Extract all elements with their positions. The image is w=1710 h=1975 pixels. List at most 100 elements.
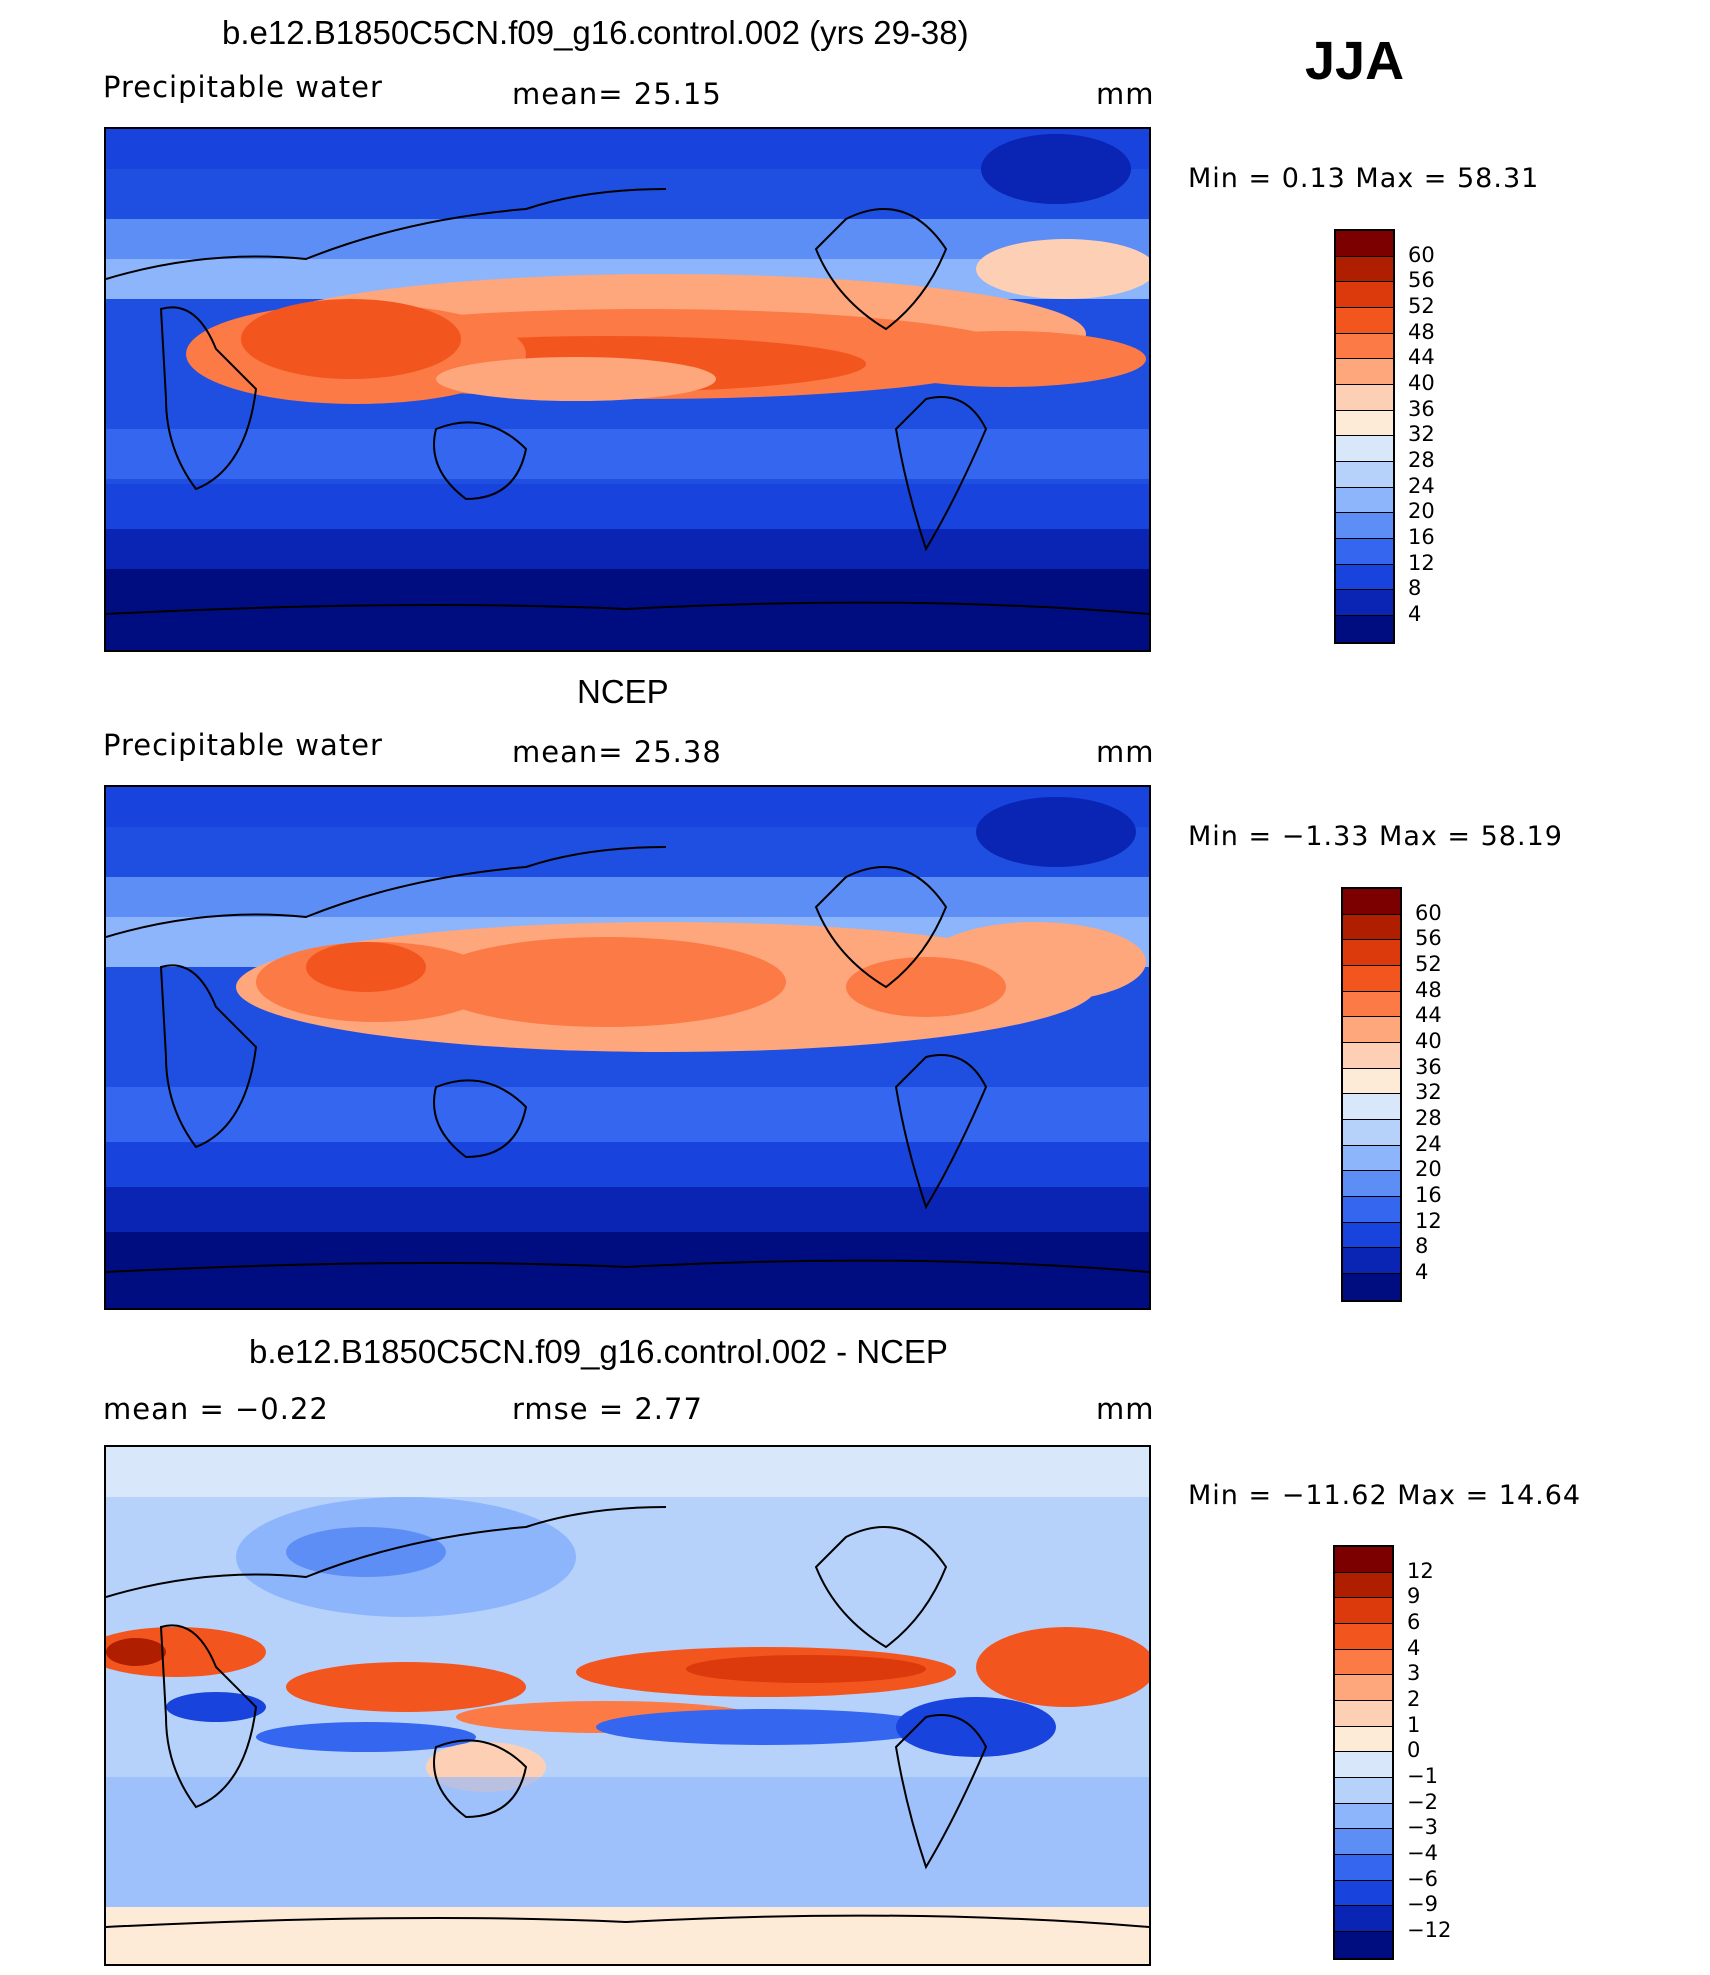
panel-2-map bbox=[104, 785, 1151, 1310]
colorbar-tick-label: 4 bbox=[1408, 602, 1422, 627]
panel-3-minmax: Min = −11.62 Max = 14.64 bbox=[1188, 1480, 1582, 1511]
colorbar-swatch bbox=[1335, 1700, 1392, 1727]
panel-1-field bbox=[106, 129, 1149, 650]
colorbar-tick-label: 4 bbox=[1407, 1635, 1421, 1660]
colorbar-swatch bbox=[1336, 564, 1393, 591]
colorbar-tick-label: 2 bbox=[1407, 1687, 1421, 1712]
colorbar-swatch bbox=[1343, 940, 1400, 966]
colorbar-tick-label: 3 bbox=[1407, 1661, 1421, 1686]
colorbar-swatch bbox=[1335, 1752, 1392, 1778]
colorbar-tick-label: 32 bbox=[1408, 422, 1435, 447]
panel-1-units: mm bbox=[1096, 77, 1155, 111]
panel-3-colorbar: 12 9 6 4 3 2 1 0 −1 −2 −3 −4 −6 −9 −12 bbox=[1333, 1545, 1453, 1960]
colorbar-tick-label: −2 bbox=[1407, 1789, 1438, 1814]
colorbar-tick-label: 32 bbox=[1415, 1080, 1442, 1105]
colorbar-swatch bbox=[1343, 1273, 1400, 1300]
panel-2-colorbar: 60 56 52 48 44 40 36 32 28 24 20 16 12 8 4 bbox=[1341, 887, 1461, 1302]
colorbar-tick-label: 52 bbox=[1408, 294, 1435, 318]
colorbar-tick-label: 36 bbox=[1408, 396, 1435, 421]
colorbar-tick-label: 16 bbox=[1408, 525, 1435, 550]
colorbar-tick-label: 9 bbox=[1407, 1584, 1421, 1609]
panel-1-colorbar: 60 56 52 48 44 40 36 32 28 24 20 16 12 8 4 bbox=[1334, 229, 1454, 644]
colorbar-tick-label: −4 bbox=[1407, 1841, 1438, 1866]
colorbar-tick-label: −6 bbox=[1407, 1866, 1438, 1891]
colorbar-tick-label: 1 bbox=[1407, 1712, 1421, 1737]
panel-3-field bbox=[106, 1447, 1149, 1964]
colorbar-swatch bbox=[1343, 1094, 1400, 1120]
colorbar-tick-label: 20 bbox=[1408, 499, 1435, 524]
colorbar-swatch bbox=[1336, 487, 1393, 514]
colorbar-swatch bbox=[1336, 359, 1393, 385]
panel-1-colorbar-swatches bbox=[1334, 229, 1395, 644]
colorbar-swatch bbox=[1343, 914, 1400, 941]
colorbar-tick-label: 40 bbox=[1415, 1029, 1442, 1054]
colorbar-swatch bbox=[1343, 1068, 1400, 1095]
panel-2-colorbar-swatches bbox=[1341, 887, 1402, 1302]
colorbar-tick-label: 48 bbox=[1408, 319, 1435, 344]
colorbar-swatch bbox=[1343, 1171, 1400, 1197]
colorbar-swatch bbox=[1336, 231, 1393, 257]
panel-2-field bbox=[106, 787, 1149, 1308]
colorbar-swatch bbox=[1343, 1196, 1400, 1223]
colorbar-swatch bbox=[1336, 333, 1393, 360]
colorbar-swatch bbox=[1336, 513, 1393, 539]
colorbar-swatch bbox=[1343, 1017, 1400, 1043]
colorbar-swatch bbox=[1335, 1675, 1392, 1701]
colorbar-swatch bbox=[1335, 1906, 1392, 1932]
season-label: JJA bbox=[1305, 31, 1405, 91]
colorbar-swatch bbox=[1336, 384, 1393, 411]
colorbar-tick-label: 20 bbox=[1415, 1157, 1442, 1182]
colorbar-tick-label: 48 bbox=[1415, 977, 1442, 1002]
colorbar-tick-label: 12 bbox=[1408, 550, 1435, 575]
colorbar-swatch bbox=[1335, 1777, 1392, 1804]
panel-1-minmax: Min = 0.13 Max = 58.31 bbox=[1188, 163, 1540, 194]
colorbar-swatch bbox=[1343, 1119, 1400, 1146]
colorbar-swatch bbox=[1335, 1572, 1392, 1599]
panel-3-title: b.e12.B1850C5CN.f09_g16.control.002 - NC… bbox=[249, 1333, 948, 1370]
colorbar-tick-label: 60 bbox=[1408, 242, 1435, 267]
colorbar-swatch bbox=[1335, 1854, 1392, 1881]
colorbar-tick-label: 8 bbox=[1408, 576, 1422, 601]
panel-3-mean-label: mean = −0.22 bbox=[103, 1392, 329, 1426]
panel-2-minmax: Min = −1.33 Max = 58.19 bbox=[1188, 821, 1563, 852]
colorbar-swatch bbox=[1335, 1880, 1392, 1907]
colorbar-swatch bbox=[1343, 965, 1400, 992]
colorbar-swatch bbox=[1335, 1598, 1392, 1624]
colorbar-tick-label: 24 bbox=[1408, 473, 1435, 498]
colorbar-tick-label: 60 bbox=[1415, 900, 1442, 925]
colorbar-swatch bbox=[1335, 1829, 1392, 1855]
colorbar-tick-label: 52 bbox=[1415, 952, 1442, 976]
colorbar-swatch bbox=[1336, 410, 1393, 437]
colorbar-swatch bbox=[1335, 1623, 1392, 1650]
colorbar-swatch bbox=[1335, 1931, 1392, 1958]
colorbar-tick-label: −3 bbox=[1407, 1815, 1438, 1840]
colorbar-swatch bbox=[1343, 889, 1400, 915]
colorbar-swatch bbox=[1336, 615, 1393, 642]
colorbar-tick-label: 56 bbox=[1408, 268, 1435, 293]
colorbar-swatch bbox=[1336, 461, 1393, 488]
panel-1-variable-label: Precipitable water bbox=[103, 70, 383, 104]
colorbar-tick-label: 56 bbox=[1415, 926, 1442, 951]
colorbar-tick-label: 4 bbox=[1415, 1260, 1429, 1285]
colorbar-swatch bbox=[1343, 1145, 1400, 1172]
panel-2-title: NCEP bbox=[577, 673, 669, 710]
colorbar-swatch bbox=[1335, 1803, 1392, 1830]
colorbar-tick-label: 16 bbox=[1415, 1183, 1442, 1208]
colorbar-tick-label: 40 bbox=[1408, 371, 1435, 396]
panel-3-rmse-label: rmse = 2.77 bbox=[512, 1392, 703, 1426]
panel-3-map bbox=[104, 1445, 1151, 1966]
colorbar-tick-label: 28 bbox=[1415, 1106, 1442, 1131]
panel-3-colorbar-swatches bbox=[1333, 1545, 1394, 1960]
colorbar-swatch bbox=[1335, 1726, 1392, 1753]
colorbar-tick-label: −12 bbox=[1407, 1918, 1452, 1943]
colorbar-tick-label: 0 bbox=[1407, 1738, 1421, 1763]
panel-1-title: b.e12.B1850C5CN.f09_g16.control.002 (yrs… bbox=[222, 14, 969, 51]
colorbar-swatch bbox=[1343, 1042, 1400, 1069]
colorbar-tick-label: 6 bbox=[1407, 1610, 1421, 1634]
panel-2-mean-label: mean= 25.38 bbox=[512, 735, 722, 769]
colorbar-tick-label: 8 bbox=[1415, 1234, 1429, 1259]
colorbar-tick-label: 36 bbox=[1415, 1054, 1442, 1079]
colorbar-swatch bbox=[1336, 436, 1393, 462]
colorbar-tick-label: 24 bbox=[1415, 1131, 1442, 1156]
colorbar-swatch bbox=[1336, 282, 1393, 308]
